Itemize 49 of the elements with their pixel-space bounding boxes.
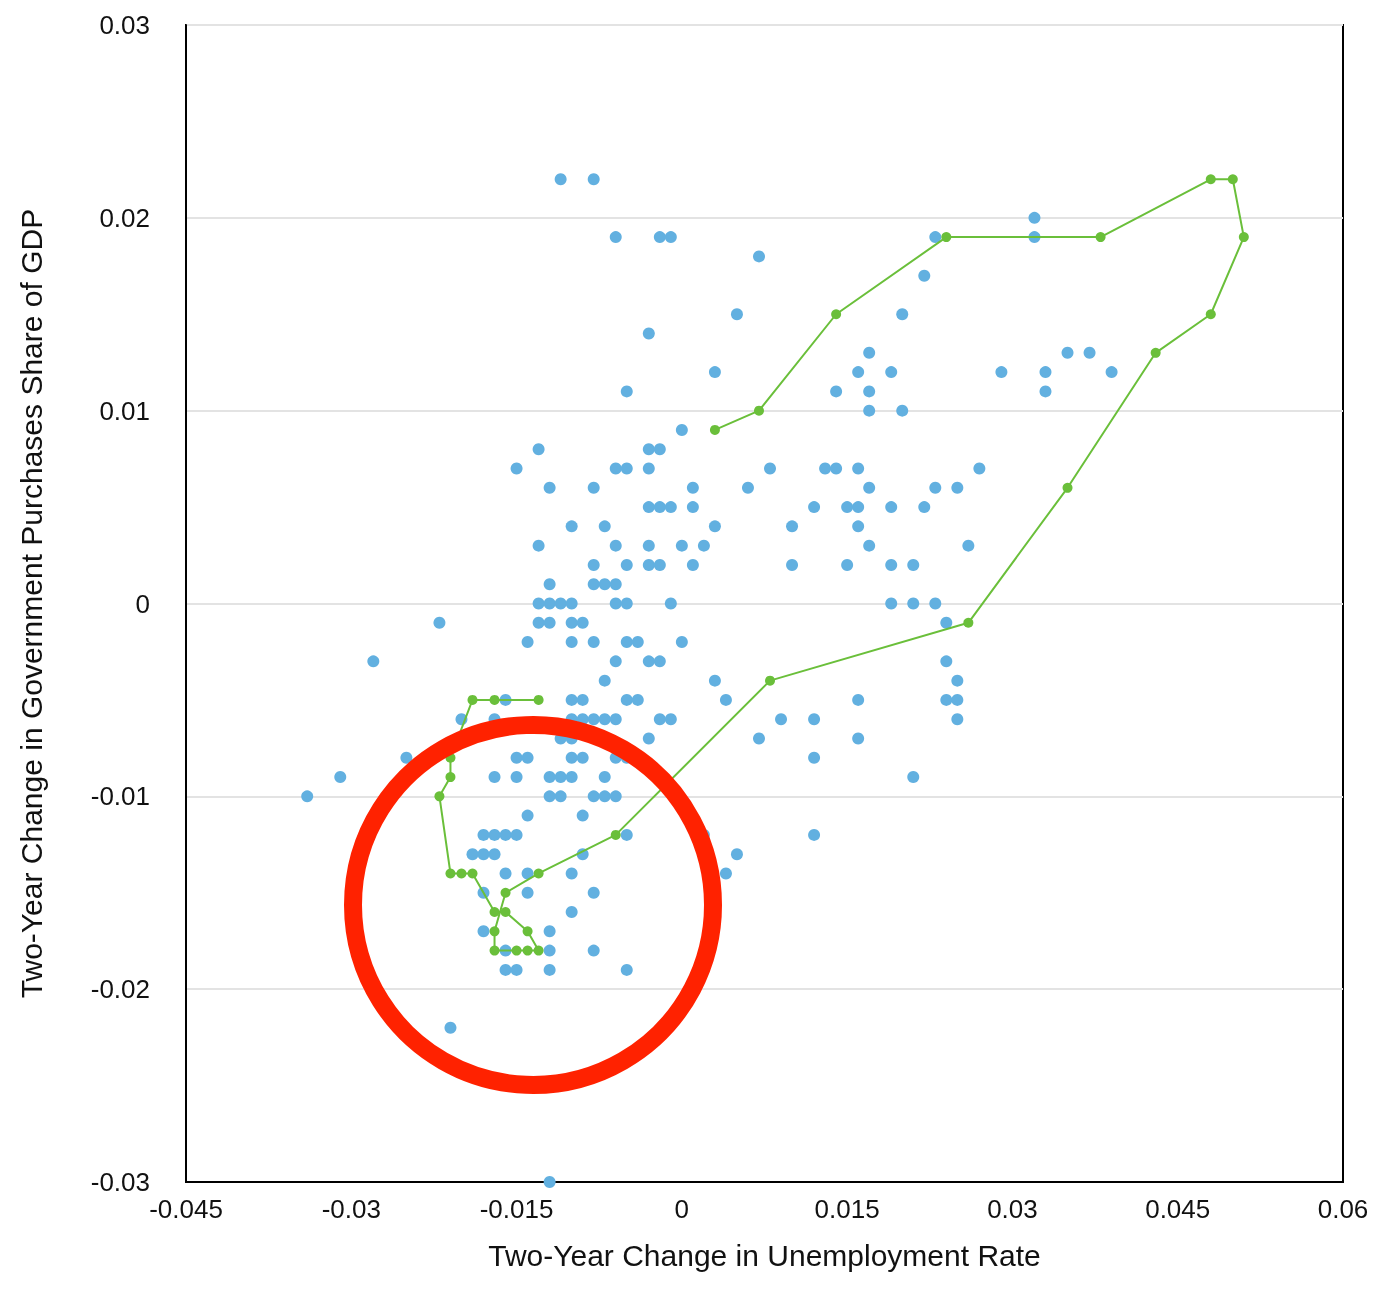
point (500, 907, 511, 918)
point (467, 868, 478, 879)
x-tick-label: -0.015 (479, 1194, 554, 1224)
point (489, 945, 500, 956)
point (445, 772, 456, 783)
point (1095, 232, 1106, 243)
point (533, 694, 544, 705)
point (831, 309, 842, 320)
x-tick-label: 0.015 (814, 1194, 880, 1224)
y-axis-title: Two-Year Change in Government Purchases Share of GDP (14, 208, 48, 999)
point (941, 232, 952, 243)
point (467, 694, 478, 705)
point (489, 694, 500, 705)
x-tick-label: -0.045 (149, 1194, 223, 1224)
x-tick-label: -0.03 (321, 1194, 381, 1224)
point (434, 791, 445, 802)
x-tick-label: 0.045 (1145, 1194, 1211, 1224)
y-tick-label: -0.01 (90, 781, 150, 812)
point (489, 926, 500, 937)
point (765, 675, 776, 686)
point (610, 829, 621, 840)
point (1150, 347, 1161, 358)
point (1205, 309, 1216, 320)
point (709, 424, 720, 435)
point (533, 868, 544, 879)
point (533, 945, 544, 956)
x-axis-title: Two-Year Change in Unemployment Rate (488, 1238, 1041, 1272)
x-tick-label: 0.06 (1317, 1194, 1369, 1224)
point (1238, 232, 1249, 243)
x-tick-label: 0.03 (987, 1194, 1038, 1224)
y-tick-label: -0.03 (90, 1167, 150, 1197)
y-tick-label: -0.02 (90, 974, 150, 1005)
point (1227, 174, 1238, 185)
point (1205, 174, 1216, 185)
point (445, 868, 456, 879)
point (456, 868, 467, 879)
y-tick-label: 0 (135, 588, 150, 619)
point (963, 617, 974, 628)
point (754, 405, 764, 416)
point (1062, 482, 1073, 493)
point (511, 945, 522, 956)
point (489, 907, 500, 918)
x-tick-label: 0 (674, 1194, 690, 1224)
y-tick-label: 0.03 (99, 10, 150, 40)
y-tick-label: 0.01 (99, 395, 150, 426)
point (522, 945, 533, 956)
point (500, 887, 511, 898)
point (522, 926, 533, 937)
y-tick-label: 0.02 (99, 202, 150, 233)
